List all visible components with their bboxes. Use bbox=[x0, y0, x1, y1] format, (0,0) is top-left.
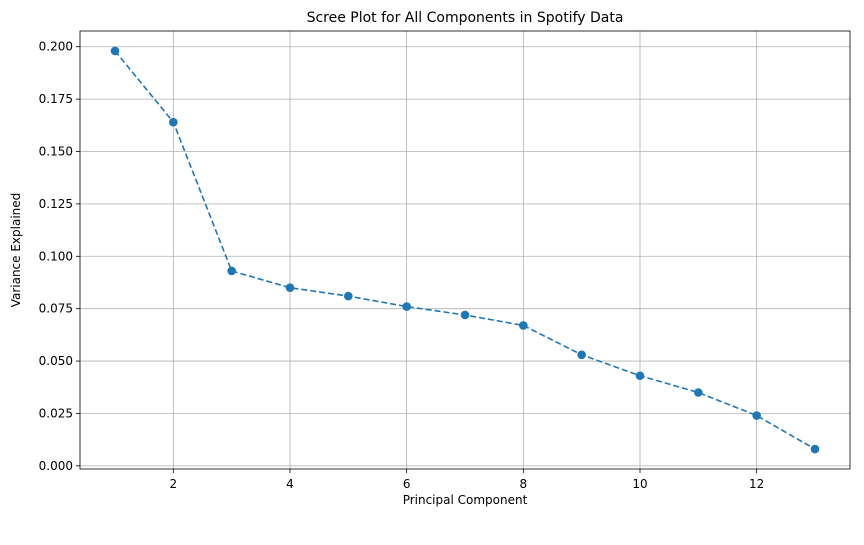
data-point bbox=[402, 302, 411, 311]
data-point bbox=[110, 46, 120, 56]
y-tick-label: 0.200 bbox=[39, 40, 73, 54]
x-axis: 2 4 6 8 10 12 bbox=[170, 469, 764, 491]
data-point bbox=[344, 291, 353, 301]
chart-title: Scree Plot for All Components in Spotify… bbox=[307, 10, 624, 26]
y-tick-label: 0.025 bbox=[39, 406, 73, 420]
y-tick-label: 0.000 bbox=[39, 459, 73, 473]
data-point bbox=[752, 411, 761, 420]
data-point bbox=[577, 350, 586, 360]
x-tick-label: 2 bbox=[170, 477, 178, 491]
data-point bbox=[635, 371, 645, 381]
x-tick-label: 4 bbox=[286, 477, 294, 491]
data-point bbox=[460, 310, 470, 320]
y-tick-label: 0.075 bbox=[39, 302, 73, 316]
data-point bbox=[169, 117, 178, 127]
grid bbox=[80, 31, 850, 469]
x-axis-label: Principal Component bbox=[403, 493, 528, 507]
x-tick-label: 8 bbox=[520, 477, 528, 491]
y-axis-label: Variance Explained bbox=[9, 193, 23, 308]
y-tick-label: 0.050 bbox=[39, 354, 73, 368]
data-point bbox=[694, 388, 703, 397]
series-layer bbox=[110, 46, 820, 454]
data-point bbox=[285, 283, 295, 293]
plot-frame bbox=[79, 30, 851, 470]
y-tick-label: 0.150 bbox=[39, 145, 73, 159]
x-tick-label: 6 bbox=[403, 477, 411, 491]
y-axis: 0.000 0.025 0.050 0.075 0.100 0.125 0.150 0.175… bbox=[39, 40, 80, 473]
y-tick-label: 0.175 bbox=[39, 92, 73, 106]
data-point bbox=[227, 266, 236, 276]
y-tick-label: 0.100 bbox=[39, 249, 73, 263]
x-tick-label: 10 bbox=[632, 477, 647, 491]
y-tick-label: 0.125 bbox=[39, 197, 73, 211]
x-tick-label: 12 bbox=[749, 477, 764, 491]
data-point bbox=[810, 444, 820, 454]
data-point bbox=[519, 321, 528, 330]
